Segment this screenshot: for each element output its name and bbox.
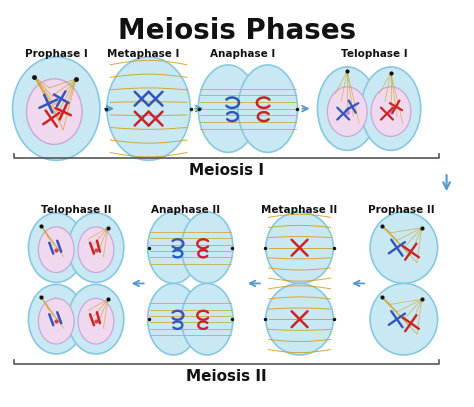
Text: Anaphase I: Anaphase I <box>210 49 275 59</box>
Ellipse shape <box>370 283 438 355</box>
Ellipse shape <box>147 283 199 355</box>
Ellipse shape <box>27 79 82 144</box>
Text: Anaphase II: Anaphase II <box>151 205 220 215</box>
Text: Metaphase I: Metaphase I <box>108 49 180 59</box>
Ellipse shape <box>28 284 84 354</box>
Ellipse shape <box>38 298 74 344</box>
Ellipse shape <box>371 87 411 136</box>
Ellipse shape <box>198 65 258 152</box>
Ellipse shape <box>182 212 233 283</box>
Ellipse shape <box>68 284 124 354</box>
Text: Meiosis I: Meiosis I <box>189 163 264 178</box>
Text: Telophase I: Telophase I <box>341 49 407 59</box>
Text: Telophase II: Telophase II <box>41 205 111 215</box>
Text: Meiosis II: Meiosis II <box>186 369 266 384</box>
Ellipse shape <box>38 227 74 273</box>
Ellipse shape <box>147 212 199 283</box>
Text: Metaphase II: Metaphase II <box>262 205 337 215</box>
Ellipse shape <box>107 57 191 160</box>
Ellipse shape <box>28 213 84 282</box>
Ellipse shape <box>318 67 377 150</box>
Text: Meiosis Phases: Meiosis Phases <box>118 17 356 45</box>
Ellipse shape <box>78 298 114 344</box>
Ellipse shape <box>68 213 124 282</box>
Ellipse shape <box>12 57 100 160</box>
Ellipse shape <box>266 283 333 355</box>
Ellipse shape <box>266 212 333 283</box>
Ellipse shape <box>238 65 298 152</box>
Ellipse shape <box>182 283 233 355</box>
Text: Prophase II: Prophase II <box>367 205 434 215</box>
Ellipse shape <box>361 67 421 150</box>
Ellipse shape <box>370 212 438 283</box>
Ellipse shape <box>328 87 367 136</box>
Text: Prophase I: Prophase I <box>25 49 88 59</box>
Ellipse shape <box>78 227 114 273</box>
